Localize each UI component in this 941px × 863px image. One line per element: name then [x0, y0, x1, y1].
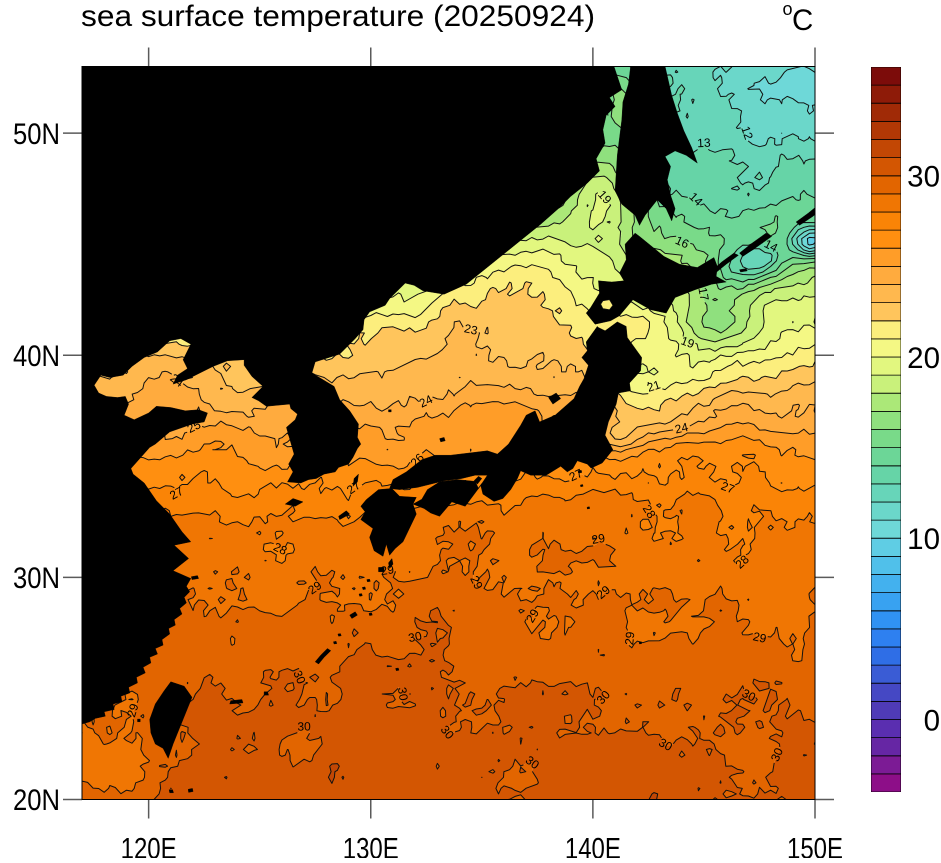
- svg-text:29: 29: [124, 702, 141, 719]
- svg-text:27: 27: [167, 484, 186, 503]
- svg-text:29: 29: [622, 631, 637, 646]
- svg-text:13: 13: [697, 136, 711, 151]
- svg-text:o: o: [783, 0, 793, 19]
- svg-text:0: 0: [924, 704, 940, 737]
- svg-text:17: 17: [695, 286, 711, 302]
- svg-text:29: 29: [590, 531, 606, 547]
- svg-text:20: 20: [907, 342, 940, 375]
- svg-text:29: 29: [752, 629, 768, 646]
- svg-text:30: 30: [290, 668, 308, 686]
- svg-text:16: 16: [673, 233, 691, 251]
- svg-text:30: 30: [768, 746, 786, 764]
- svg-text:20N: 20N: [13, 784, 60, 817]
- svg-text:30: 30: [297, 719, 311, 733]
- svg-text:30: 30: [740, 686, 759, 705]
- svg-text:150E: 150E: [787, 832, 843, 858]
- svg-text:120E: 120E: [121, 832, 177, 858]
- svg-text:130E: 130E: [343, 832, 399, 858]
- svg-text:30: 30: [395, 686, 411, 702]
- svg-text:30N: 30N: [13, 562, 60, 595]
- svg-text:sea surface temperature (20250: sea surface temperature (20250924): [81, 0, 595, 33]
- svg-text:23: 23: [463, 321, 479, 338]
- svg-text:30: 30: [907, 161, 940, 194]
- svg-text:29: 29: [467, 573, 486, 592]
- svg-text:24: 24: [673, 420, 689, 437]
- svg-text:30: 30: [407, 629, 423, 646]
- svg-text:28: 28: [271, 540, 289, 559]
- svg-text:14: 14: [762, 237, 781, 256]
- svg-text:50N: 50N: [13, 118, 60, 151]
- svg-text:24: 24: [417, 392, 435, 411]
- svg-text:12: 12: [738, 124, 756, 141]
- svg-text:29: 29: [523, 606, 542, 625]
- svg-text:19: 19: [679, 333, 697, 351]
- svg-text:30: 30: [656, 735, 675, 754]
- svg-text:140E: 140E: [565, 832, 621, 858]
- svg-text:21: 21: [645, 377, 662, 395]
- svg-text:27: 27: [719, 479, 737, 497]
- svg-text:C: C: [792, 4, 813, 37]
- svg-text:40N: 40N: [13, 340, 60, 373]
- svg-text:10: 10: [907, 523, 940, 556]
